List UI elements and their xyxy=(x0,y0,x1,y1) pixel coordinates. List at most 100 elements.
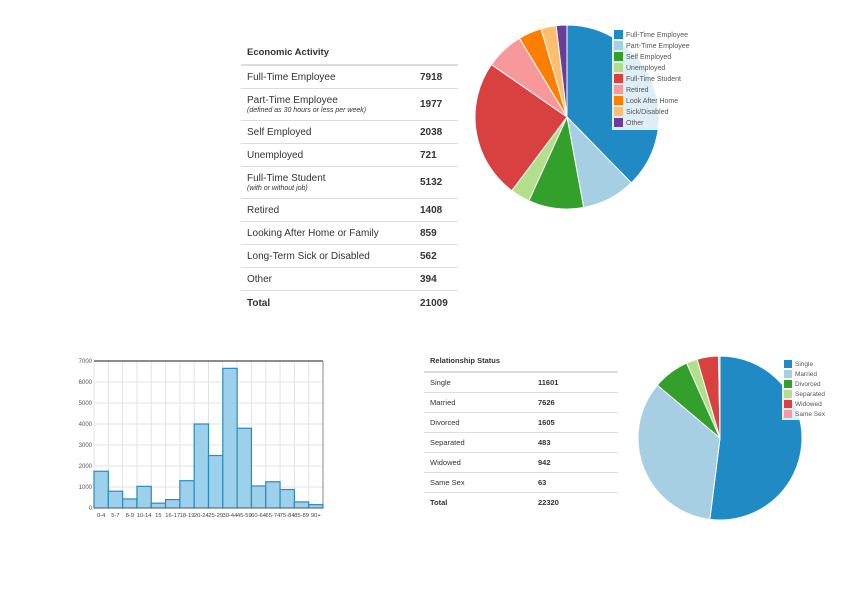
row-value: 942 xyxy=(532,452,618,473)
legend-label: Same Sex xyxy=(795,411,826,418)
legend-swatch xyxy=(784,360,792,368)
histogram-bar xyxy=(207,454,224,509)
row-label: Widowed xyxy=(424,452,532,473)
x-tick-label: 20-24 xyxy=(194,513,210,519)
table-row: Retired 1408 xyxy=(241,198,458,222)
legend-swatch xyxy=(614,30,623,39)
table-row: Full-Time Employee 7918 xyxy=(241,65,458,89)
x-tick-label: 85-89 xyxy=(294,513,309,519)
histogram-bar xyxy=(122,498,138,509)
legend-label: Retired xyxy=(626,87,649,94)
row-label-cell: Full-Time Student (with or without job) xyxy=(241,166,414,199)
pie-slice xyxy=(709,355,803,521)
histogram-bar xyxy=(193,423,210,509)
table-row: Other 394 xyxy=(241,267,458,291)
row-label: Same Sex xyxy=(424,472,532,493)
row-value: 483 xyxy=(532,432,618,453)
legend-box xyxy=(612,27,712,130)
row-label: Single xyxy=(424,372,532,393)
legend-swatch xyxy=(784,410,792,418)
legend-label: Other xyxy=(626,120,644,127)
x-tick-label: 25-29 xyxy=(208,513,223,519)
total-row: Total 22320 xyxy=(424,493,618,513)
legend-label: Divorced xyxy=(795,381,821,388)
row-label: Other xyxy=(247,273,273,285)
histogram-bar xyxy=(279,488,295,509)
row-label-cell: Retired xyxy=(241,198,414,222)
histogram-bar xyxy=(250,485,267,509)
row-label: Retired xyxy=(247,204,280,216)
pie-slice xyxy=(474,63,568,192)
row-label-cell: Long-Term Sick or Disabled xyxy=(241,244,414,268)
histogram-bar xyxy=(93,470,109,509)
legend-swatch xyxy=(784,400,792,408)
row-label: Unemployed xyxy=(247,149,304,161)
relationship-status-pie-chart: Single Married Divorced Separated Widowed Sam… xyxy=(637,355,827,521)
row-value: 562 xyxy=(414,244,458,268)
x-tick-label: 8-9 xyxy=(126,513,134,519)
table-row: Full-Time Student (with or without job) 51… xyxy=(241,166,458,199)
legend-label: Part-Time Employee xyxy=(626,43,690,50)
legend-label: Self Employed xyxy=(626,54,671,61)
row-label: Long-Term Sick or Disabled xyxy=(247,250,370,262)
legend-swatch xyxy=(614,41,623,50)
legend-label: Married xyxy=(795,371,817,378)
histogram-bar xyxy=(164,499,181,509)
row-value: 1408 xyxy=(414,198,458,222)
histogram-bar xyxy=(293,501,310,509)
age-histogram-chart: 0 1000 2000 3000 4000 5000 6000 7000 0-4 5-7 8-9 10… xyxy=(79,359,324,519)
total-value: 21009 xyxy=(420,297,448,309)
y-tick-label: 6000 xyxy=(79,380,93,386)
x-tick-label: 5-7 xyxy=(111,513,119,519)
histogram-bar xyxy=(222,367,238,509)
legend-label: Single xyxy=(795,361,813,368)
row-label: Full-Time Student xyxy=(247,173,326,184)
row-label-cell: Looking After Home or Family xyxy=(241,221,414,245)
legend-label: Full-Time Student xyxy=(626,76,681,83)
table-row: Widowed 942 xyxy=(424,452,618,473)
legend-swatch xyxy=(614,96,623,105)
row-value: 394 xyxy=(414,267,458,291)
row-value: 63 xyxy=(532,472,618,493)
histogram-bar xyxy=(308,504,324,509)
legend-swatch xyxy=(614,118,623,127)
x-tick-label: 15 xyxy=(155,513,161,519)
row-value: 721 xyxy=(414,143,458,167)
legend-label: Full-Time Employee xyxy=(626,32,688,39)
row-label: Divorced xyxy=(424,412,532,433)
legend-label: Unemployed xyxy=(626,65,665,72)
y-tick-label: 7000 xyxy=(79,359,93,365)
total-row: Total 21009 xyxy=(241,291,458,316)
pie-slice xyxy=(555,24,568,118)
x-tick-label: 10-14 xyxy=(137,513,153,519)
row-label-cell: Full-Time Employee xyxy=(241,65,414,89)
row-value: 7918 xyxy=(414,65,458,89)
row-label-cell: Unemployed xyxy=(241,143,414,167)
x-tick-label: 60-64 xyxy=(251,513,267,519)
row-sublabel: (defined as 30 hours or less per week) xyxy=(247,107,367,114)
relationship-status-table: Relationship Status Single 11601 Married 76… xyxy=(424,349,618,512)
y-tick-label: 4000 xyxy=(79,422,93,428)
row-label: Separated xyxy=(424,432,532,453)
row-value: 7626 xyxy=(532,392,618,413)
total-value: 22320 xyxy=(538,498,559,507)
economic-activity-title: Economic Activity xyxy=(241,40,458,66)
table-row: Married 7626 xyxy=(424,392,618,413)
histogram-bar xyxy=(179,480,195,509)
legend-swatch xyxy=(614,107,623,116)
table-row: Divorced 1605 xyxy=(424,412,618,433)
legend-label: Sick/Disabled xyxy=(626,109,669,116)
legend-label: Separated xyxy=(795,391,825,398)
x-tick-label: 90+ xyxy=(311,513,321,519)
legend-swatch xyxy=(614,74,623,83)
legend-swatch xyxy=(614,85,623,94)
table-row: Long-Term Sick or Disabled 562 xyxy=(241,244,458,268)
pie-slice xyxy=(637,384,721,520)
table-row: Same Sex 63 xyxy=(424,472,618,493)
row-value: 859 xyxy=(414,221,458,245)
relationship-status-title: Relationship Status xyxy=(424,349,618,373)
economic-activity-pie-chart: Full-Time Employee Part-Time Employee Self… xyxy=(474,24,712,210)
table-row: Self Employed 2038 xyxy=(241,120,458,144)
row-label-cell: Other xyxy=(241,267,414,291)
legend-swatch xyxy=(784,370,792,378)
